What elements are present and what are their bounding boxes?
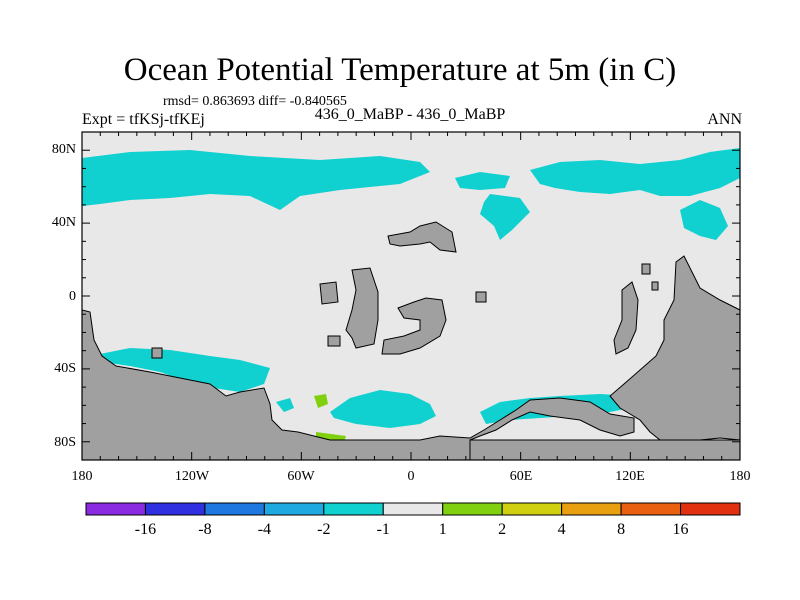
legend-label: -1 — [377, 521, 390, 538]
legend-label: -8 — [198, 521, 211, 538]
lat-label-80s: 80S — [54, 435, 76, 450]
legend-label: -4 — [258, 521, 271, 538]
lon-label-60e: 60E — [510, 469, 533, 484]
longitude-labels: 180 120W 60W 0 60E 120E 180 — [72, 469, 751, 484]
latitude-labels: 80N 40N 0 40S 80S — [52, 142, 76, 450]
legend-swatch — [85, 502, 146, 516]
legend-swatch — [680, 502, 741, 516]
lon-label-120w: 120W — [175, 469, 210, 484]
legend-label: 16 — [673, 521, 689, 538]
lat-label-40s: 40S — [54, 361, 76, 376]
legend-swatch — [501, 502, 563, 516]
legend-swatch — [382, 502, 444, 516]
lon-label-60w: 60W — [287, 469, 315, 484]
legend-label: -16 — [135, 521, 156, 538]
land-masses — [81, 221, 741, 461]
legend-swatch — [323, 502, 384, 516]
legend-swatch — [561, 502, 622, 516]
lon-label-0: 0 — [408, 469, 415, 484]
legend-swatch — [204, 502, 265, 516]
legend-label: -2 — [317, 521, 330, 538]
legend-label: 1 — [439, 521, 447, 538]
experiment-label: Expt = tfKSj-tfKEj — [82, 111, 205, 128]
lon-label-180w: 180 — [72, 469, 93, 484]
lat-label-40n: 40N — [52, 215, 76, 230]
axis-ticks — [81, 131, 741, 461]
legend-label: 4 — [558, 521, 566, 538]
lon-label-120e: 120E — [615, 469, 645, 484]
legend-label: 8 — [617, 521, 625, 538]
legend-swatch — [620, 502, 682, 516]
legend-swatch — [263, 502, 325, 516]
lat-label-0: 0 — [69, 289, 76, 304]
legend-swatch — [144, 502, 206, 516]
season-label: ANN — [707, 111, 742, 128]
map-title: Ocean Potential Temperature at 5m (in C) — [123, 52, 677, 88]
stats-text: rmsd= 0.863693 diff= -0.840565 — [163, 94, 347, 109]
lat-label-80n: 80N — [52, 142, 76, 157]
lon-label-180e: 180 — [730, 469, 751, 484]
case-label: 436_0_MaBP - 436_0_MaBP — [314, 106, 506, 123]
legend-swatch — [442, 502, 503, 516]
legend-label: 2 — [498, 521, 506, 538]
